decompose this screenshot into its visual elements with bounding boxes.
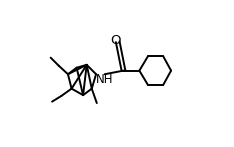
Text: NH: NH: [96, 74, 113, 86]
Text: O: O: [111, 34, 121, 47]
